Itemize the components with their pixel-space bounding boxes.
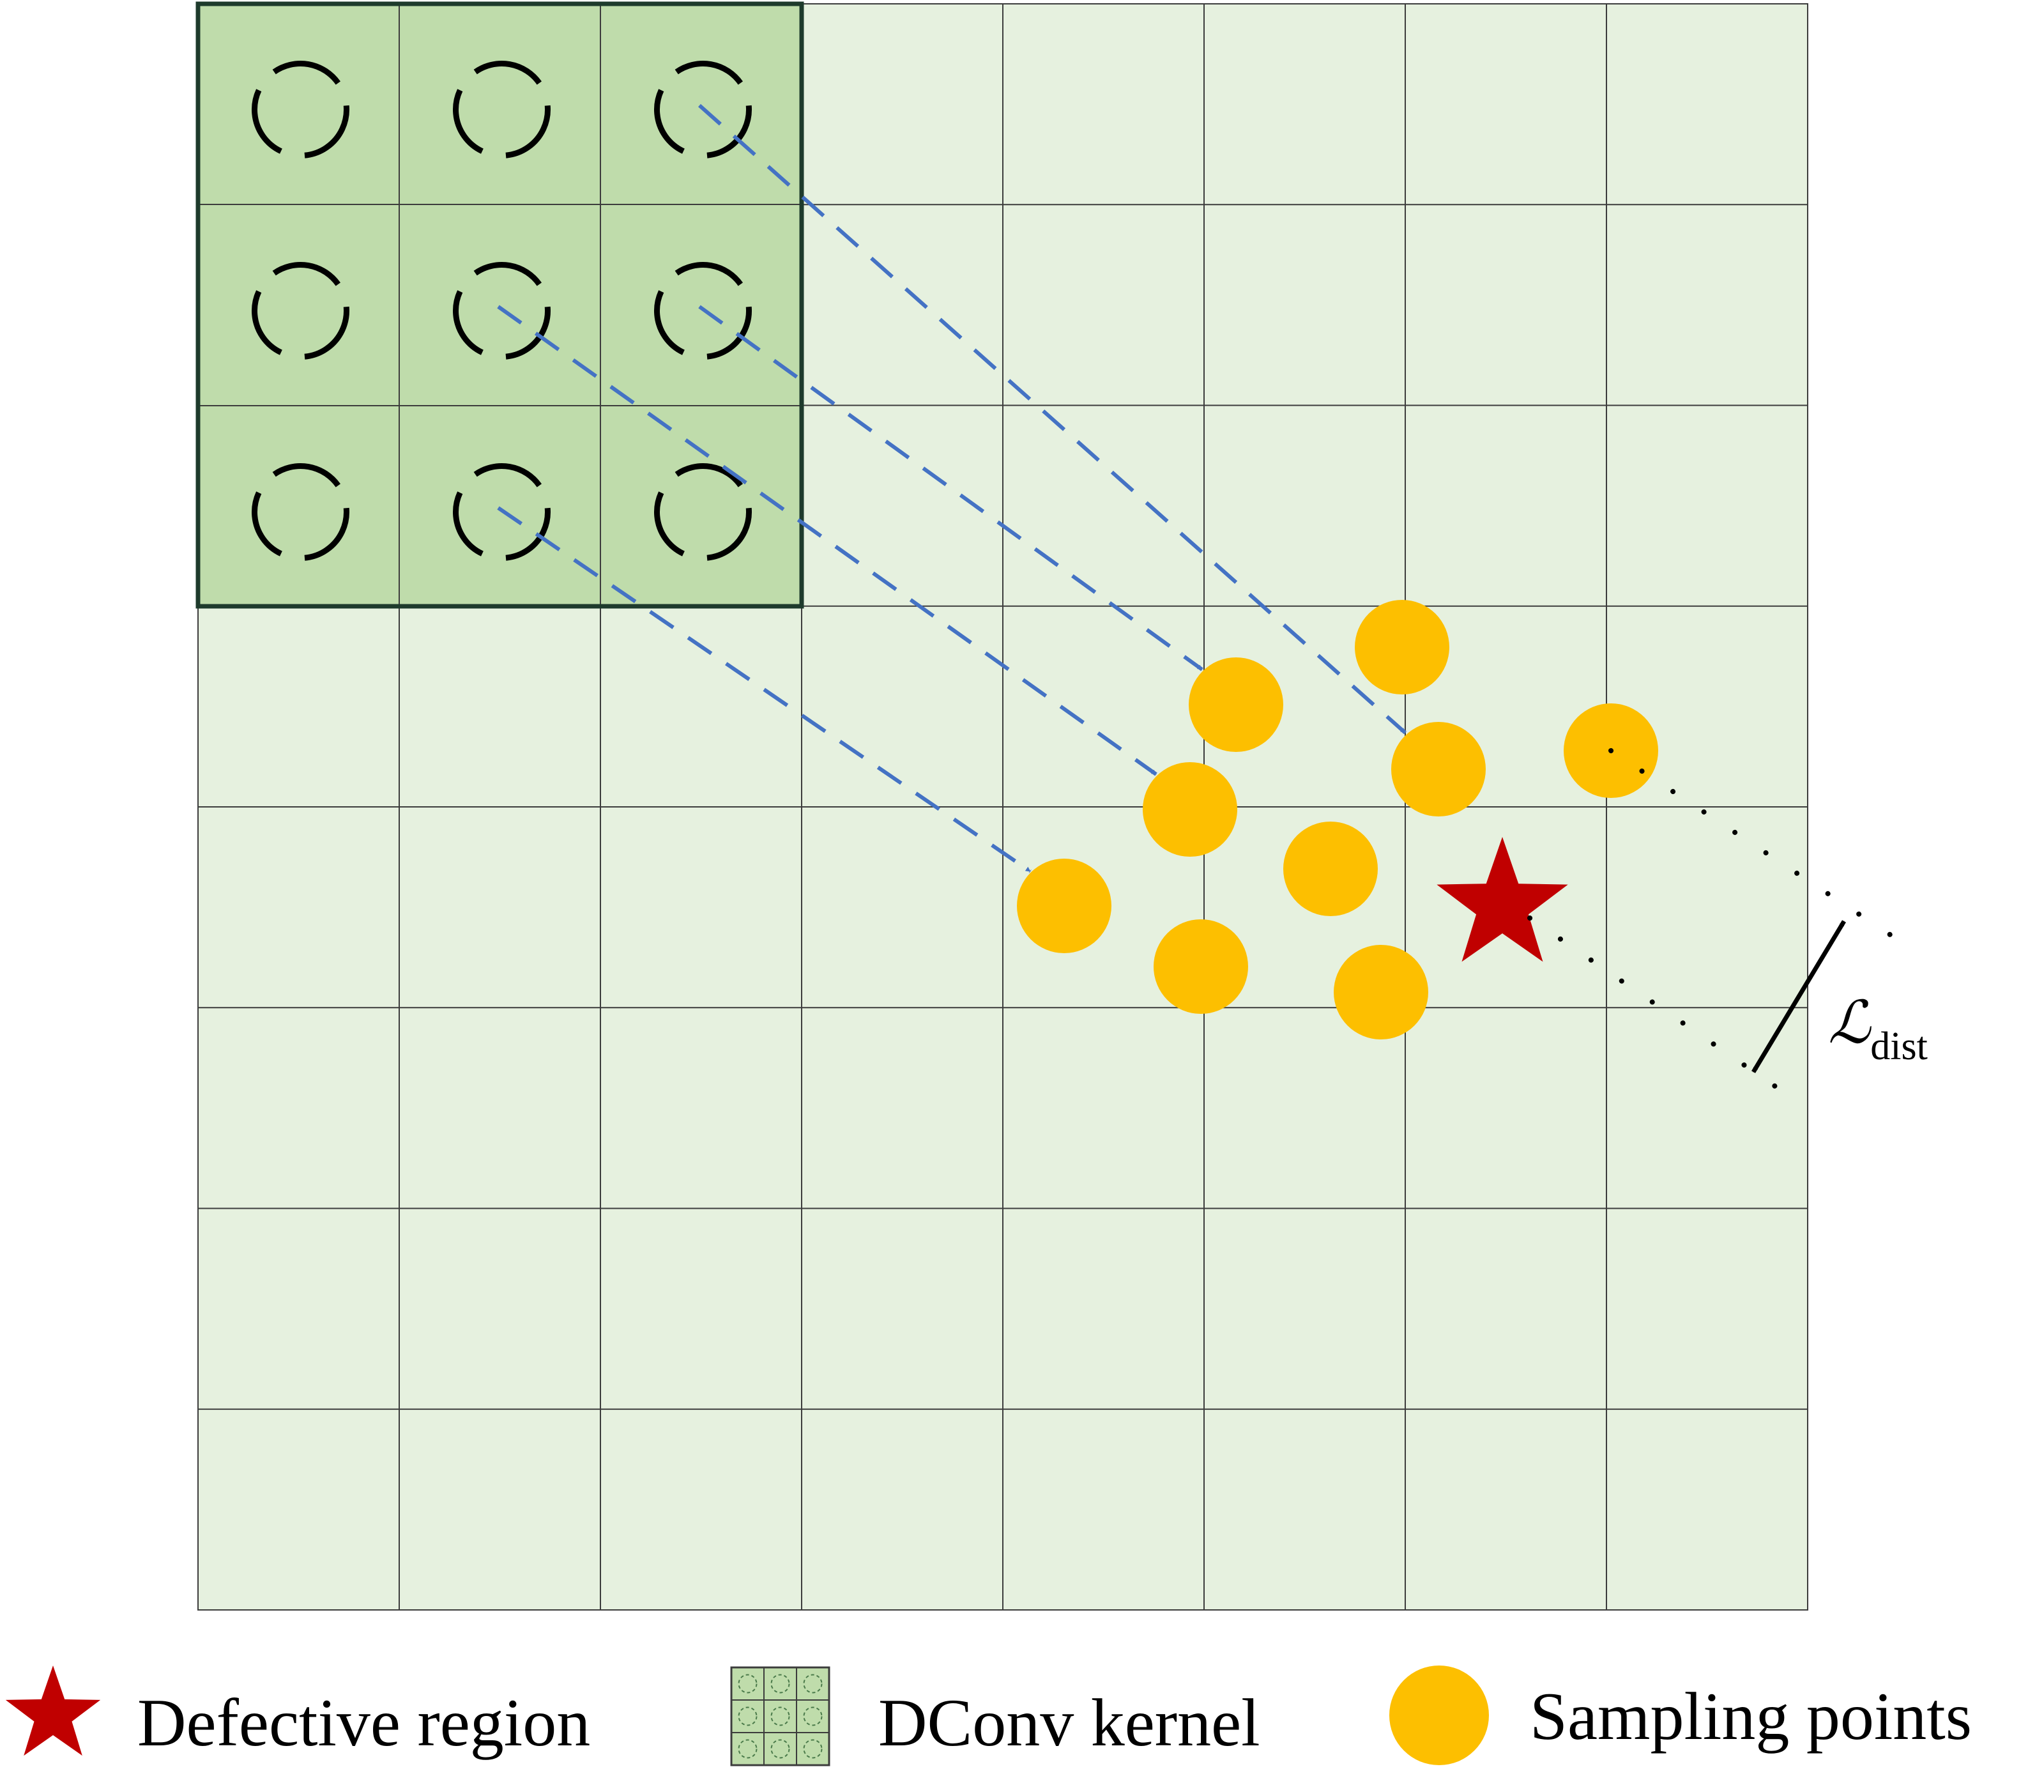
dashed-circle-icon (252, 463, 349, 561)
distance-loss-label: ℒdist (1828, 988, 1928, 1068)
sampling-point (1154, 919, 1248, 1014)
distance-arrow (1751, 920, 1846, 1073)
legend-label-sampling-points: Sampling points (1530, 1679, 1972, 1754)
dashed-circle-icon (803, 1674, 823, 1694)
dashed-circle-icon (453, 262, 551, 360)
distance-loss-subscript: dist (1870, 1025, 1928, 1068)
dconv-kernel-window (195, 1, 804, 609)
offset-arrows (497, 103, 1407, 873)
sampling-point (1189, 657, 1283, 752)
dashed-circle-icon (738, 1706, 758, 1726)
legend-item-sampling-points: Sampling points (1389, 1666, 1972, 1765)
dashed-circle-icon (654, 262, 752, 360)
offset-arrow (698, 305, 1203, 671)
legend: Defective region DConv kernel Sampling p… (5, 1666, 1972, 1766)
legend-label-dconv-kernel: DConv kernel (878, 1685, 1260, 1760)
dashed-circle-icon (803, 1706, 823, 1726)
dashed-circle-icon (453, 61, 551, 158)
dashed-circle-icon (738, 1739, 758, 1759)
legend-kernel-icon (730, 1666, 830, 1766)
legend-item-defective-region: Defective region (5, 1666, 590, 1760)
legend-sampling-point-icon (1389, 1666, 1489, 1765)
legend-star-icon (5, 1666, 101, 1756)
dashed-circle-icon (738, 1674, 758, 1694)
kernel-background (198, 4, 802, 606)
sampling-points (1017, 600, 1658, 1039)
legend-kernel-background (730, 1666, 830, 1766)
dashed-circle-icon (654, 463, 752, 561)
defect-star-icon (1437, 837, 1568, 962)
dashed-circle-icon (654, 61, 752, 158)
sampling-point (1355, 600, 1449, 694)
dashed-circle-icon (803, 1739, 823, 1759)
offset-arrow (497, 506, 1032, 873)
dashed-circle-icon (770, 1739, 790, 1759)
offset-arrow (698, 103, 1407, 735)
legend-item-dconv-kernel: DConv kernel (730, 1666, 1260, 1766)
sampling-point (1283, 822, 1378, 916)
dashed-circle-icon (770, 1674, 790, 1694)
legend-label-defective-region: Defective region (137, 1685, 590, 1760)
kernel-border (195, 1, 804, 609)
dashed-circle-icon (770, 1706, 790, 1726)
sampling-point (1143, 762, 1237, 857)
sampling-point (1391, 722, 1486, 816)
dashed-circle-icon (252, 262, 349, 360)
sampling-point (1334, 945, 1428, 1039)
dashed-circle-icon (453, 463, 551, 561)
distance-loss-symbol: ℒ (1828, 988, 1872, 1057)
sampling-point (1017, 859, 1111, 953)
kernel-inner-lines (198, 4, 802, 606)
